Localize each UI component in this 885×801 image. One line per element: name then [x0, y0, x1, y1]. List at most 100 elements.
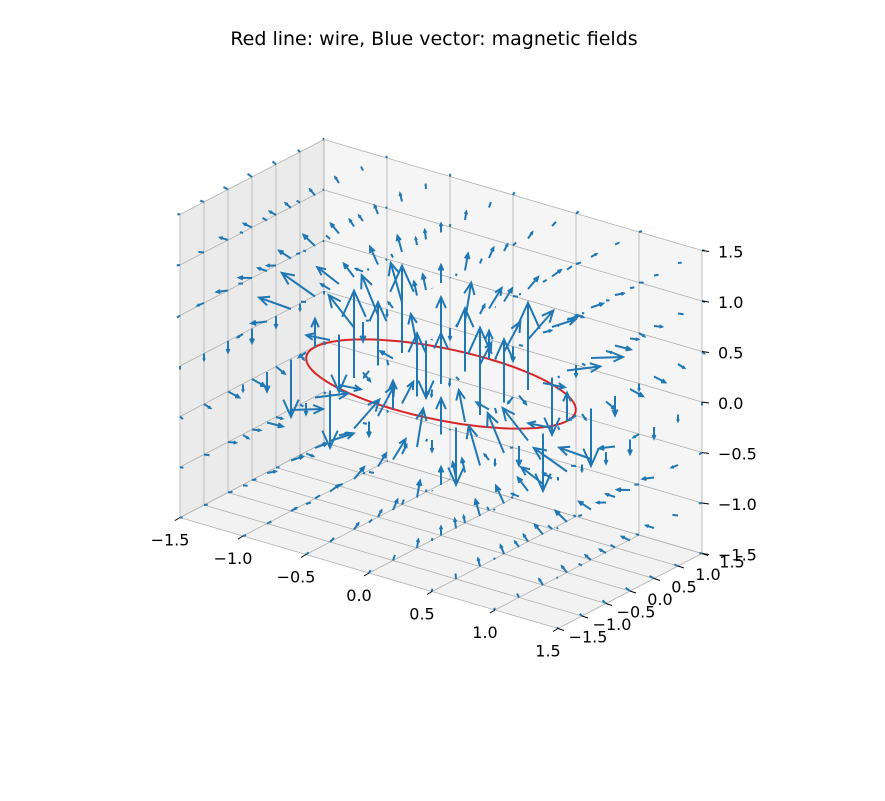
vector-shaft — [513, 296, 518, 297]
vector-shaft — [303, 250, 306, 251]
vector-shaft — [494, 558, 495, 560]
field-vector — [431, 390, 433, 397]
field-vector — [558, 376, 560, 378]
field-vector — [180, 467, 183, 468]
vector-shaft — [513, 192, 515, 195]
field-vector — [177, 214, 180, 215]
vector-shaft — [204, 455, 210, 456]
vector-shaft — [426, 439, 427, 441]
vector-head — [478, 559, 480, 562]
vector-head — [638, 388, 640, 390]
field-vector — [576, 212, 579, 214]
vector-shaft — [573, 515, 576, 516]
vector-shaft — [519, 345, 523, 346]
vector-shaft — [369, 472, 374, 473]
vector-shaft — [558, 376, 560, 378]
x-tick — [553, 629, 558, 632]
vector-shaft — [324, 392, 326, 394]
z-tick-label: 0.0 — [718, 394, 743, 413]
field-vector — [636, 534, 639, 535]
x-tick-label: −0.5 — [277, 568, 316, 587]
y-tick — [558, 629, 564, 631]
vector-shaft — [198, 252, 204, 253]
vector-shaft — [699, 553, 702, 554]
x-tick — [427, 592, 432, 595]
field-vector — [557, 577, 559, 578]
y-tick — [630, 591, 636, 593]
field-vector — [674, 565, 678, 566]
vector-shaft — [654, 275, 659, 276]
x-tick-label: −1.5 — [151, 531, 190, 550]
field-vector — [494, 509, 495, 510]
y-tick — [606, 604, 612, 606]
vector-head — [242, 389, 244, 391]
x-tick-label: −1.0 — [214, 549, 253, 568]
vector-head — [440, 527, 442, 530]
vector-shaft — [678, 314, 684, 315]
vector-shaft — [200, 201, 204, 202]
field-vector — [639, 231, 642, 232]
vector-head — [386, 314, 388, 316]
field-vector — [699, 553, 702, 554]
field-vector — [228, 492, 233, 493]
field-vector — [224, 187, 229, 190]
field-vector — [296, 253, 300, 254]
field-vector — [367, 269, 369, 270]
vector-shaft — [494, 509, 495, 510]
vector-shaft — [228, 492, 233, 493]
vector-head — [344, 433, 347, 435]
field-vector — [177, 316, 180, 318]
vector-shaft — [636, 534, 639, 535]
field-vector — [298, 150, 300, 152]
vector-shaft — [558, 427, 559, 430]
vector-head — [659, 325, 661, 327]
field-vector — [513, 192, 515, 195]
vector-shaft — [324, 342, 325, 345]
field-vector — [432, 491, 433, 492]
z-tick-label: −1.0 — [718, 495, 757, 514]
vector-head — [548, 330, 551, 332]
vector-shaft — [674, 565, 678, 566]
x-tick — [238, 536, 243, 539]
vector-shaft — [252, 479, 256, 480]
vector-head — [449, 383, 451, 385]
field-vector — [200, 201, 204, 202]
x-tick-label: 0.5 — [409, 605, 434, 624]
vector-shaft — [177, 316, 180, 318]
vector-shaft — [450, 278, 451, 279]
vector-shaft — [243, 535, 246, 536]
vector-head — [273, 471, 276, 473]
vector-head — [610, 351, 612, 353]
field-vector — [456, 574, 457, 580]
vector-head — [203, 358, 205, 360]
z-tick — [702, 453, 709, 454]
field-vector — [449, 379, 451, 386]
field-vector — [387, 360, 388, 365]
vector-shaft — [177, 214, 180, 215]
field-vector — [557, 528, 558, 529]
vector-shaft — [426, 184, 427, 190]
field-vector — [513, 296, 518, 297]
vector-head — [299, 308, 301, 310]
field-vector — [677, 415, 679, 422]
vector-shaft — [273, 161, 277, 164]
field-vector — [573, 515, 576, 516]
chart-title: Red line: wire, Blue vector: magnetic fi… — [230, 28, 637, 50]
z-tick-label: −1.5 — [718, 546, 757, 565]
field-vector — [386, 156, 387, 158]
vector-shaft — [296, 253, 300, 254]
x-tick-label: 0.0 — [346, 586, 371, 605]
field-vector — [204, 455, 210, 456]
field-vector — [386, 310, 388, 317]
vector-head — [233, 441, 235, 443]
field-vector — [324, 443, 325, 444]
field-vector — [494, 459, 496, 466]
x-tick-label: 1.5 — [535, 642, 560, 661]
x-tick — [175, 518, 180, 521]
field-vector — [323, 241, 324, 242]
field-vector — [638, 384, 640, 391]
field-vector — [363, 473, 365, 474]
field-vector — [273, 161, 277, 164]
field-vector — [630, 287, 634, 288]
